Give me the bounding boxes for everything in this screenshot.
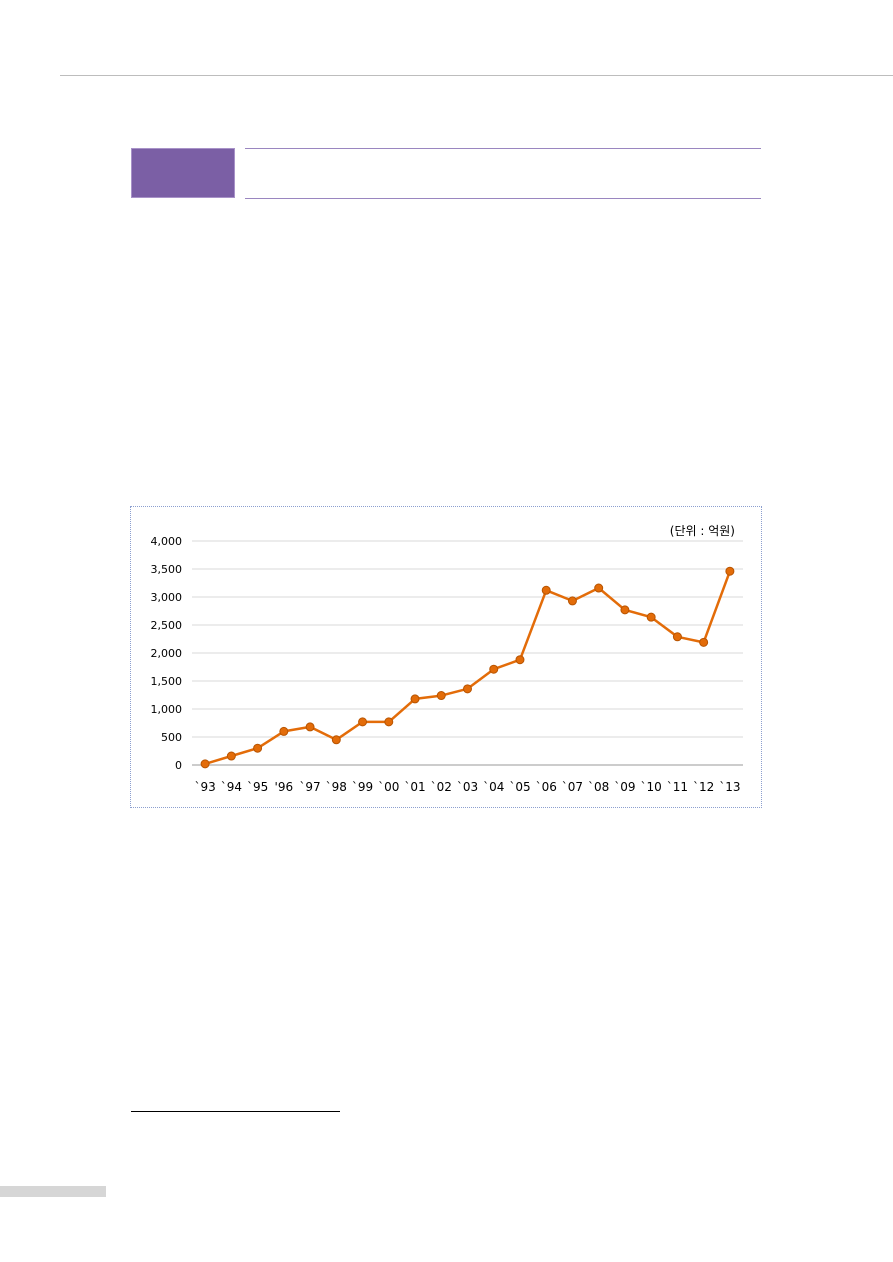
header-rule [60, 75, 893, 76]
data-point [567, 596, 577, 606]
grid-lines [192, 540, 743, 766]
line-chart: 4,0003,5003,0002,5002,0001,5001,0005000 … [151, 524, 743, 794]
footnote-rule [131, 1111, 340, 1112]
y-tick-label: 4,000 [151, 535, 183, 548]
x-tick-label: `08 [588, 780, 609, 794]
x-axis-tick-labels: `93 `94 `95 '96 `97 `98 `99 `00 `01 `02 `03 `04 `05 `… [194, 780, 740, 794]
data-point [594, 583, 604, 593]
x-tick-label: `07 [562, 780, 583, 794]
x-tick-label: `97 [299, 780, 320, 794]
x-tick-label: '96 [275, 780, 294, 794]
data-point [515, 655, 525, 665]
x-tick-label: `03 [457, 780, 478, 794]
x-tick-label: `10 [641, 780, 662, 794]
section-title-bottom-rule [245, 198, 761, 199]
chart-frame: 4,000 3,500 3,000 2,500 2,000 1,500 1,000 500 0 … [130, 506, 762, 808]
data-point [200, 759, 210, 769]
y-tick-label: 500 [161, 731, 182, 744]
x-tick-label: `95 [247, 780, 268, 794]
x-tick-label: `05 [509, 780, 530, 794]
data-point [672, 632, 682, 642]
y-tick-label: 1,000 [151, 703, 183, 716]
data-point [226, 751, 236, 761]
y-tick-label: 0 [175, 759, 182, 772]
x-tick-label: `99 [352, 780, 373, 794]
data-point [620, 605, 630, 615]
x-tick-label: `93 [194, 780, 215, 794]
y-tick-label: 2,000 [151, 647, 183, 660]
x-tick-label: `12 [693, 780, 714, 794]
data-point [725, 566, 735, 576]
x-tick-label: `09 [614, 780, 635, 794]
data-point [436, 691, 446, 701]
y-axis-tick-labels: 4,000 3,500 3,000 2,500 2,000 1,500 1,000 500 0 [151, 535, 183, 772]
data-point [279, 726, 289, 736]
section-title-top-rule [245, 148, 761, 149]
data-point [305, 722, 315, 732]
x-tick-label: `06 [536, 780, 557, 794]
data-markers [200, 566, 735, 769]
x-tick-label: `04 [483, 780, 504, 794]
unit-label: (단위 : 억원) [670, 524, 735, 538]
data-point [253, 743, 263, 753]
y-tick-label: 2,500 [151, 619, 183, 632]
data-point [489, 664, 499, 674]
x-tick-label: `94 [221, 780, 242, 794]
x-tick-label: `00 [378, 780, 399, 794]
data-point [410, 694, 420, 704]
data-point [699, 637, 709, 647]
data-point [541, 585, 551, 595]
data-point [463, 684, 472, 694]
data-point [646, 612, 656, 622]
data-point [331, 735, 341, 745]
x-tick-label: `02 [431, 780, 452, 794]
x-tick-label: `11 [667, 780, 688, 794]
y-tick-label: 1,500 [151, 675, 183, 688]
data-point [358, 717, 368, 727]
x-tick-label: `13 [719, 780, 740, 794]
data-point [384, 717, 394, 727]
x-tick-label: `98 [326, 780, 347, 794]
y-tick-label: 3,500 [151, 563, 183, 576]
page-number-bar [0, 1186, 106, 1197]
section-number-box [131, 148, 235, 198]
x-tick-label: `01 [404, 780, 425, 794]
y-tick-label: 3,000 [151, 591, 183, 604]
